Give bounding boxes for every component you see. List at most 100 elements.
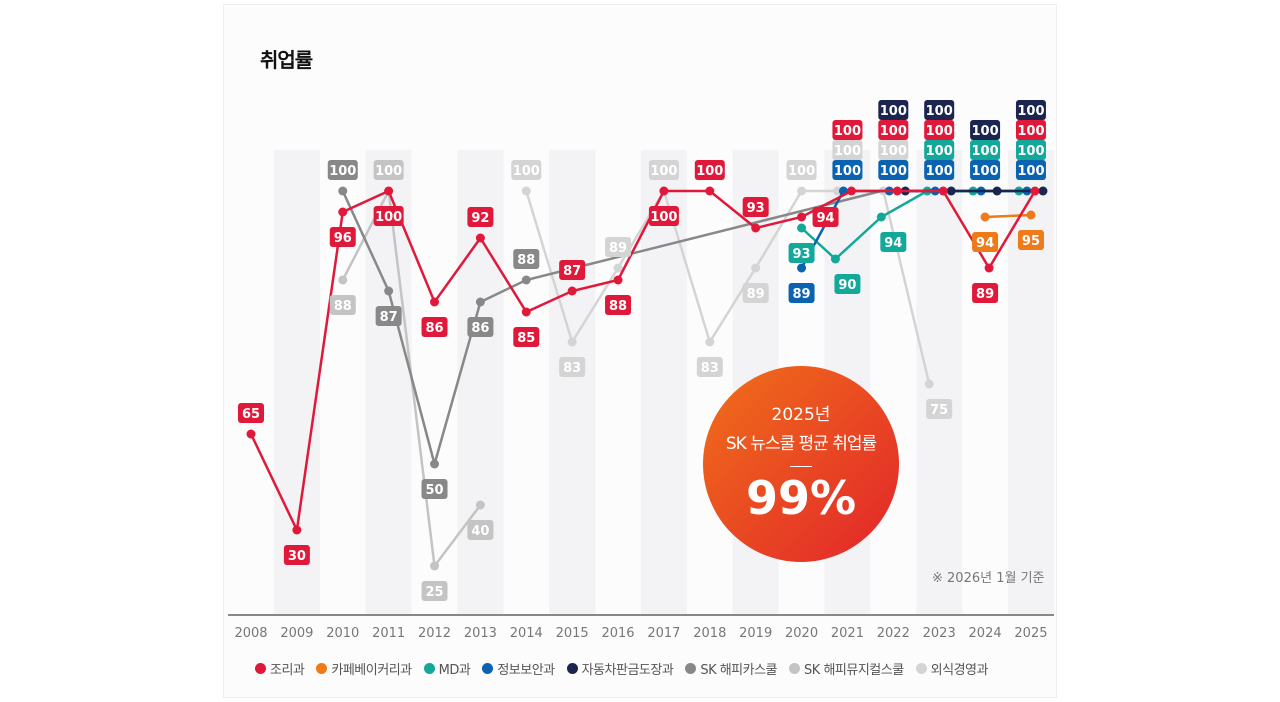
legend-dot-icon (482, 663, 494, 674)
data-label: 25 (425, 585, 443, 600)
data-label-box (924, 160, 955, 180)
data-label: 89 (747, 287, 765, 302)
legend-item: 조리과 (255, 659, 305, 678)
data-point (338, 275, 348, 285)
data-label: 85 (517, 331, 535, 346)
data-label-box (373, 160, 404, 180)
data-label-box (924, 120, 955, 140)
data-label-box (648, 160, 679, 180)
data-label-box (742, 283, 769, 303)
badge-label: SK 뉴스쿨 평균 취업률 (725, 434, 877, 454)
data-label-box (878, 100, 909, 120)
legend-dot-icon (685, 663, 697, 674)
badge-divider (790, 466, 812, 467)
data-point (992, 186, 1002, 196)
data-label: 40 (471, 524, 489, 539)
data-label-box (970, 140, 1001, 160)
data-label: 100 (1017, 104, 1044, 119)
data-label-box (373, 206, 404, 226)
legend-label: 카페베이커리과 (331, 663, 412, 678)
data-point (797, 212, 807, 222)
legend-dot-icon (915, 663, 927, 674)
data-point (292, 525, 302, 535)
data-point (613, 275, 623, 285)
x-tick-label: 2009 (280, 626, 313, 641)
data-point (567, 286, 577, 296)
data-point (430, 561, 440, 571)
data-label-box (972, 232, 999, 252)
footnote: ※ 2026년 1월 기준 (932, 571, 1045, 586)
x-tick-label: 2023 (923, 626, 956, 641)
legend-label: MD과 (438, 663, 471, 678)
data-label: 100 (834, 144, 861, 159)
data-label-box (1017, 230, 1044, 250)
data-label-box (559, 357, 586, 377)
data-label: 83 (563, 361, 581, 376)
chart-title: 취업률 (260, 48, 313, 72)
x-tick-label: 2024 (969, 626, 1002, 641)
data-label: 87 (380, 310, 398, 325)
legend-label: SK 해피카스쿨 (700, 663, 778, 678)
data-label: 100 (880, 144, 907, 159)
data-label: 86 (471, 321, 489, 336)
data-point (797, 223, 807, 233)
data-point (475, 500, 485, 510)
data-label-box (513, 249, 540, 269)
average-rate-badge: 2025년 SK 뉴스쿨 평균 취업률 99% (703, 366, 899, 562)
data-label-box (832, 160, 863, 180)
data-point (797, 186, 807, 196)
data-label: 93 (747, 201, 765, 216)
data-label: 89 (609, 241, 627, 256)
data-label: 100 (375, 210, 402, 225)
x-tick-label: 2018 (693, 626, 726, 641)
data-label-box (924, 100, 955, 120)
x-tick-label: 2008 (234, 626, 267, 641)
data-point (1030, 186, 1040, 196)
data-label: 86 (425, 321, 443, 336)
legend-item: 정보보안과 (482, 659, 555, 678)
data-label-box (1015, 140, 1046, 160)
legend-dot-icon (423, 663, 435, 674)
data-label-box (421, 317, 448, 337)
data-label-box (238, 403, 264, 423)
data-label-box (467, 207, 494, 227)
data-point (338, 207, 348, 217)
x-tick-label: 2010 (326, 626, 359, 641)
data-label-box (970, 120, 1001, 140)
data-label: 87 (563, 264, 581, 279)
data-label: 100 (513, 164, 540, 179)
data-label: 100 (1017, 124, 1044, 139)
legend-item: SK 해피카스쿨 (685, 659, 778, 678)
column-band (1007, 150, 1054, 615)
data-label-box (788, 283, 815, 303)
data-label: 75 (930, 403, 948, 418)
data-point (705, 186, 715, 196)
data-point (521, 307, 531, 317)
x-tick-label: 2011 (372, 626, 405, 641)
data-label: 100 (972, 164, 999, 179)
data-label-box (327, 160, 358, 180)
data-point (876, 212, 886, 222)
legend: 조리과 카페베이커리과 MD과 정보보안과 자동차판금도장과 SK 해피카스쿨 SK 해피뮤… (255, 659, 988, 678)
data-point (521, 275, 531, 285)
data-label: 88 (517, 253, 535, 268)
legend-item: SK 해피뮤지컬스쿨 (789, 659, 904, 678)
data-point (521, 186, 531, 196)
data-label-box (812, 207, 839, 227)
data-label-box (972, 283, 999, 303)
data-label: 50 (425, 483, 443, 498)
data-label: 100 (329, 164, 356, 179)
data-label: 94 (976, 236, 994, 251)
series-line-5 (341, 189, 882, 469)
column-band (549, 150, 596, 615)
data-point (830, 254, 840, 264)
data-label-box (421, 581, 448, 601)
data-label-box (786, 160, 817, 180)
data-point (938, 186, 948, 196)
column-band (273, 150, 320, 615)
x-tick-label: 2015 (556, 626, 589, 641)
legend-dot-icon (789, 663, 801, 674)
data-label: 95 (1022, 234, 1040, 249)
data-point (892, 186, 902, 196)
data-label-box (605, 237, 632, 257)
